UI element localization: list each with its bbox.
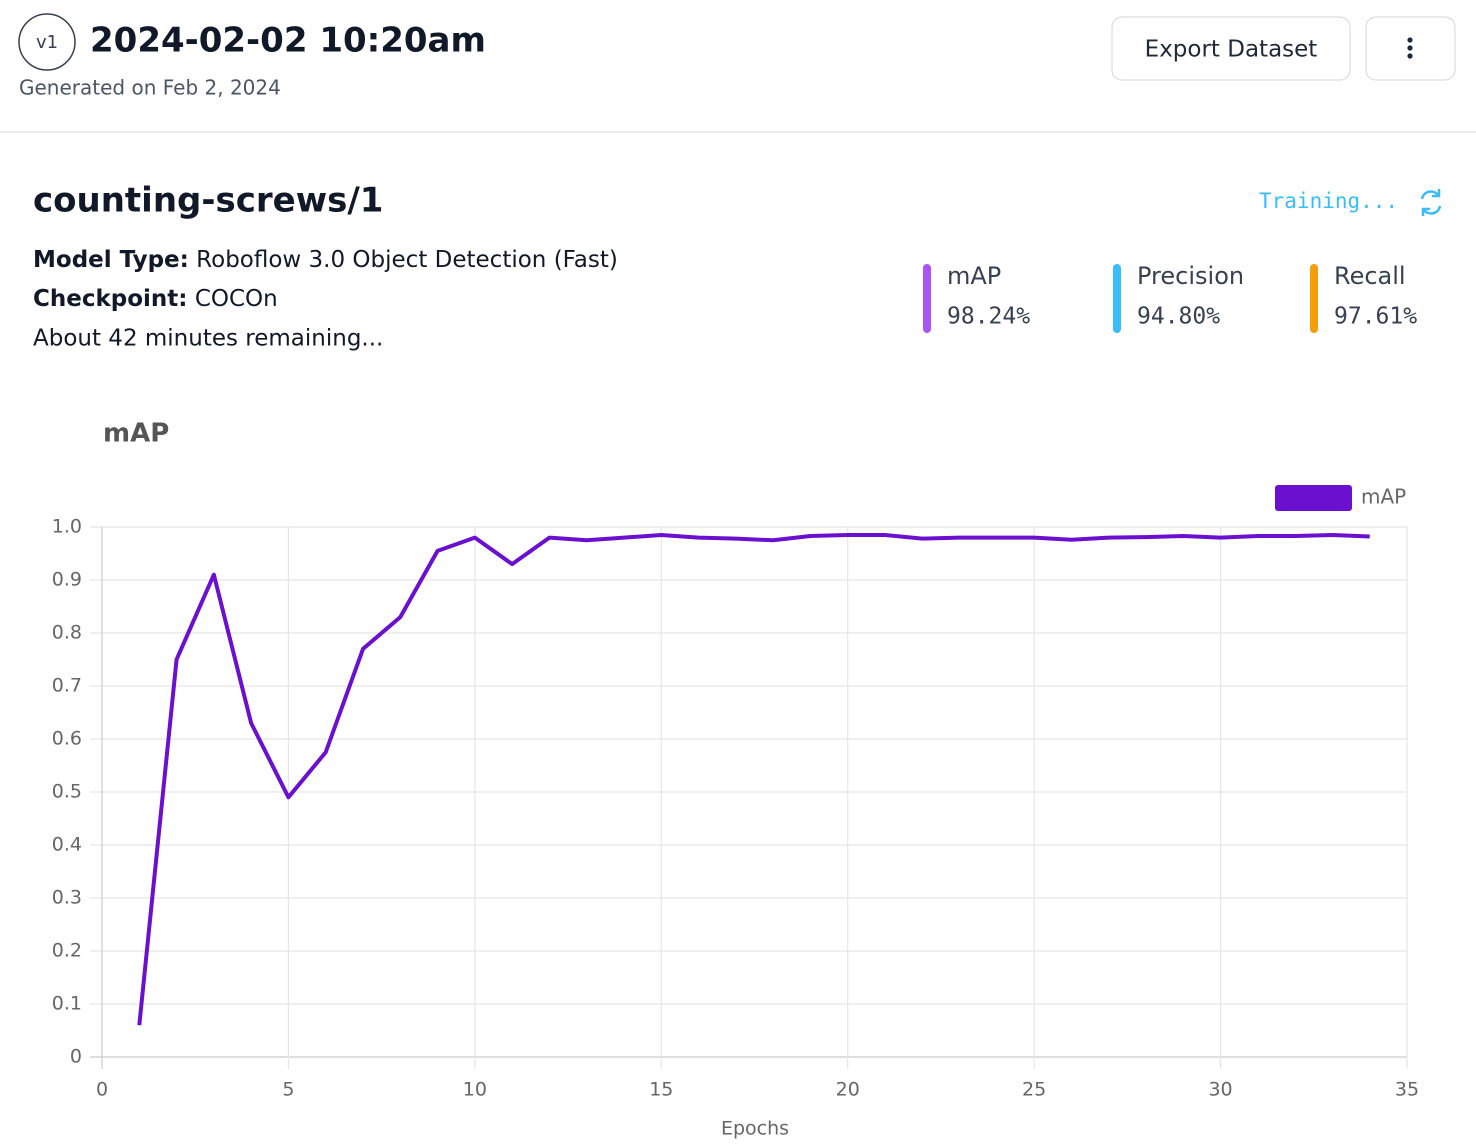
detail-value: COCOn [195,286,278,312]
model-name: counting-screws/1 [33,181,383,221]
version-badge [18,13,76,71]
y-tick-label: 0.9 [52,569,82,591]
x-tick-label: 30 [1208,1079,1232,1101]
metric-name: Recall [1334,262,1406,290]
x-tick-label: 20 [836,1079,860,1101]
metric-name: Precision [1137,262,1244,290]
detail-label: Model Type: [33,247,189,273]
menu-icon[interactable] [1407,37,1413,59]
chart-title: mAP [103,419,169,449]
metric-name: mAP [947,262,1001,290]
export-label[interactable]: Export Dataset [1145,37,1318,63]
x-tick-label: 15 [649,1079,673,1101]
y-tick-label: 0.2 [52,940,82,962]
y-tick-label: 0.7 [52,675,82,697]
y-tick-label: 0.4 [52,834,82,856]
y-tick-label: 0.1 [52,993,82,1015]
x-tick-label: 25 [1022,1079,1046,1101]
legend-label: mAP [1361,485,1406,509]
x-tick-label: 5 [282,1079,294,1101]
checkpoint: Checkpoint: COCOn [33,286,278,312]
model-type: Model Type: Roboflow 3.0 Object Detectio… [33,247,618,273]
remaining: About 42 minutes remaining... [33,326,383,352]
legend-swatch [1275,485,1352,511]
detail-label: Checkpoint: [33,286,188,312]
x-tick-label: 0 [96,1079,108,1101]
series-line [137,532,1370,1026]
y-tick-label: 0.3 [52,887,82,909]
x-tick-label: 10 [463,1079,487,1101]
export-button[interactable] [1111,16,1351,81]
run-subtitle: Generated on Feb 2, 2024 [19,76,281,100]
run-title: 2024-02-02 10:20am [90,21,486,61]
metric-value: 98.24% [947,304,1030,330]
metric-value: 97.61% [1334,304,1417,330]
y-tick-label: 0 [70,1046,82,1068]
metric-value: 94.80% [1137,304,1220,330]
status: Training... [1259,189,1398,213]
y-tick-label: 0.8 [52,622,82,644]
version: v1 [36,32,58,53]
x-axis-label: Epochs [721,1118,789,1140]
x-tick-label: 35 [1395,1079,1419,1101]
y-tick-label: 1.0 [52,516,82,538]
y-tick-label: 0.5 [52,781,82,803]
y-tick-label: 0.6 [52,728,82,750]
detail-value: Roboflow 3.0 Object Detection (Fast) [196,247,618,273]
refresh-icon[interactable] [1420,189,1442,216]
